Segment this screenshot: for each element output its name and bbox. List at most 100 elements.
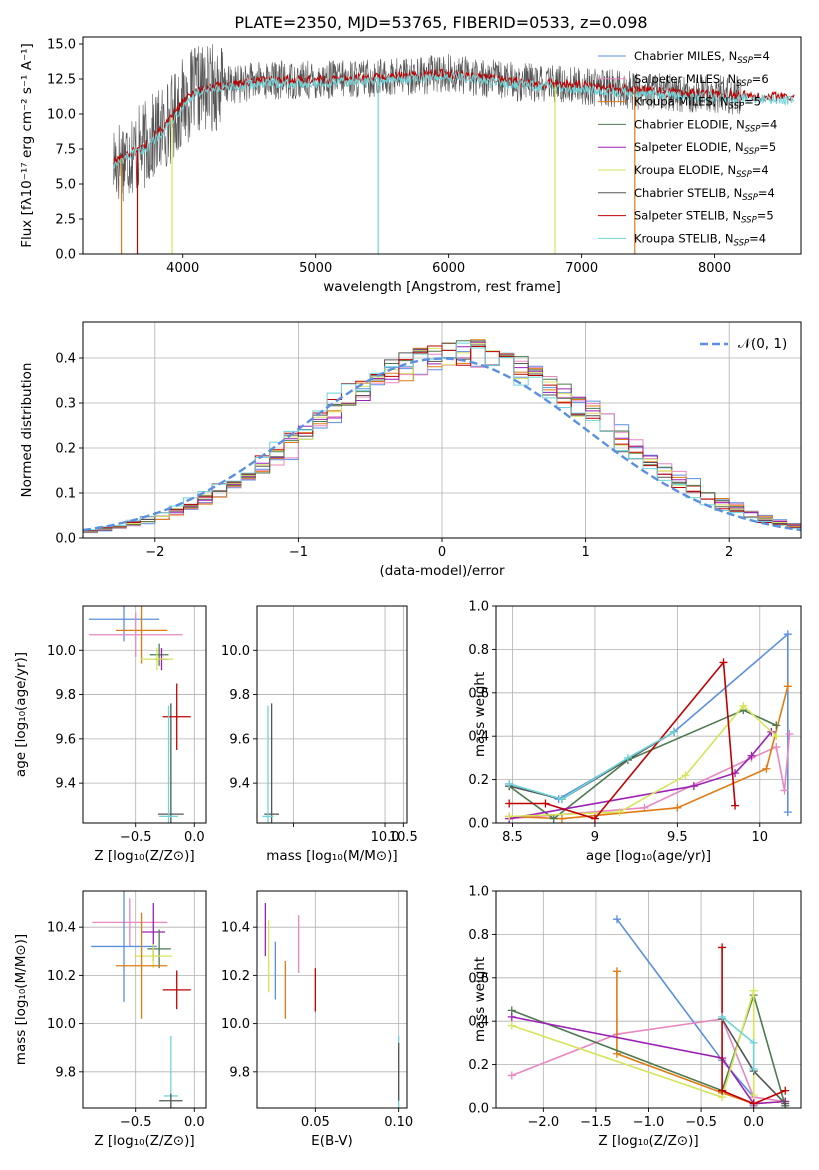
model-spectrum-line [113, 70, 795, 169]
y-tick-label: 10.0 [221, 644, 250, 659]
axes-frame [495, 605, 802, 824]
axes-frame [82, 605, 207, 824]
y-tick-label: 9.6 [229, 732, 250, 747]
y-tick-label: 7.5 [55, 143, 76, 158]
legend-label: 𝒩(0, 1) [738, 336, 787, 352]
y-tick-label: 9.6 [55, 732, 76, 747]
legend-label: Chabrier STELIB, NSSP=4 [634, 186, 775, 203]
mass-weight-marker [549, 814, 558, 823]
x-tick-label: −0.5 [120, 830, 152, 845]
legend-label: Salpeter ELODIE, NSSP=5 [634, 140, 776, 157]
x-tick-label: 8.5 [502, 830, 523, 845]
mass-weight-marker [681, 771, 690, 780]
mass-weight-marker [783, 808, 792, 817]
x-tick-label: 6000 [432, 261, 465, 276]
y-tick-label: 9.4 [55, 777, 76, 792]
mass-weight-marker [507, 1071, 516, 1080]
y-tick-label: 0.6 [468, 971, 489, 986]
y-tick-label: 0.0 [55, 248, 76, 263]
x-tick-label: −1.5 [580, 1115, 612, 1130]
plot-area-weight_vs_age [505, 630, 794, 823]
observed-spectrum-line [113, 44, 742, 202]
mass-weight-marker [772, 732, 781, 741]
plot-area-spectrum [113, 44, 795, 254]
y-axis-label: mass [log₁₀(M/M⊙)] [13, 934, 29, 1065]
mass-weight-marker [772, 743, 781, 752]
mass-weight-line [508, 632, 789, 813]
x-tick-label: −1 [289, 545, 308, 560]
y-tick-label: 10.0 [47, 1017, 76, 1032]
y-tick-label: 10.2 [221, 969, 250, 984]
y-tick-label: 9.8 [55, 1065, 76, 1080]
plot-area-mass_vs_Z [91, 891, 191, 1108]
y-tick-label: 15.0 [47, 38, 76, 53]
mass-weight-marker [623, 753, 632, 762]
plot-area-weight_vs_Z [507, 915, 790, 1108]
mass-weight-marker [749, 986, 758, 995]
y-tick-label: 10.2 [47, 969, 76, 984]
plot-area-age_vs_Z [88, 606, 191, 823]
y-tick-label: 0.1 [55, 487, 76, 502]
y-tick-label: 9.8 [229, 688, 250, 703]
x-tick-label: 9 [591, 830, 599, 845]
axes-frame [82, 36, 802, 255]
y-tick-label: 10.0 [47, 644, 76, 659]
mass-weight-marker [718, 1012, 727, 1021]
y-tick-label: 0.2 [468, 773, 489, 788]
mass-weight-marker [731, 801, 740, 810]
y-tick-label: 0.3 [55, 397, 76, 412]
mass-weight-marker [718, 1086, 727, 1095]
plot-area-age_vs_mass [262, 703, 279, 823]
mass-weight-marker [673, 803, 682, 812]
y-tick-label: 9.8 [229, 1065, 250, 1080]
mass-weight-marker [719, 658, 728, 667]
y-tick-label: 10.4 [221, 921, 250, 936]
mass-weight-marker [747, 751, 756, 760]
x-axis-label: Z [log₁₀(Z/Z⊙)] [94, 848, 194, 864]
x-tick-label: 1 [581, 545, 589, 560]
x-tick-label: 7000 [565, 261, 598, 276]
x-tick-label: 0 [438, 545, 446, 560]
legend-label: Kroupa MILES, NSSP=5 [634, 95, 761, 112]
y-tick-label: 1.0 [468, 600, 489, 615]
y-tick-label: 9.4 [229, 777, 250, 792]
y-axis-label: mass weight [472, 957, 488, 1042]
x-axis-label: (data-model)/error [379, 563, 505, 579]
mass-weight-line [511, 990, 755, 1099]
mass-weight-marker [739, 701, 748, 710]
mass-weight-marker [612, 967, 621, 976]
x-tick-label: −0.5 [120, 1115, 152, 1130]
mass-weight-marker [689, 782, 698, 791]
y-tick-label: 12.5 [47, 73, 76, 88]
mass-weight-marker [557, 814, 566, 823]
y-axis-label: age [log₁₀(age/yr)] [13, 652, 29, 777]
mass-weight-marker [762, 764, 771, 773]
mass-weight-marker [670, 727, 679, 736]
y-axis-label: mass weight [472, 672, 488, 757]
histogram-step [83, 342, 801, 531]
mass-weight-marker [781, 1086, 790, 1095]
mass-weight-marker [785, 730, 794, 739]
legend-label: Chabrier MILES, NSSP=4 [634, 49, 770, 66]
mass-weight-line [511, 1016, 786, 1105]
axes-frame [256, 605, 408, 824]
mass-weight-marker [541, 799, 550, 808]
x-tick-label: 0.0 [743, 1115, 764, 1130]
mass-weight-marker [718, 943, 727, 952]
y-tick-label: 9.8 [55, 688, 76, 703]
mass-weight-marker [507, 1012, 516, 1021]
x-axis-label: mass [log₁₀(M/M⊙)] [266, 848, 397, 864]
mass-weight-marker [590, 814, 599, 823]
normal-reference-curve [83, 357, 801, 532]
legend-label: Kroupa STELIB, NSSP=4 [634, 231, 766, 248]
y-tick-label: 10.0 [221, 1017, 250, 1032]
x-tick-label: −0.5 [685, 1115, 717, 1130]
x-tick-label: 0.10 [384, 1115, 413, 1130]
y-tick-label: 0.0 [468, 817, 489, 832]
y-tick-label: 0.2 [468, 1058, 489, 1073]
y-tick-label: 0.2 [55, 442, 76, 457]
x-tick-label: 4000 [166, 261, 199, 276]
legend-label: Salpeter STELIB, NSSP=5 [634, 209, 774, 226]
y-tick-label: 5.0 [55, 178, 76, 193]
